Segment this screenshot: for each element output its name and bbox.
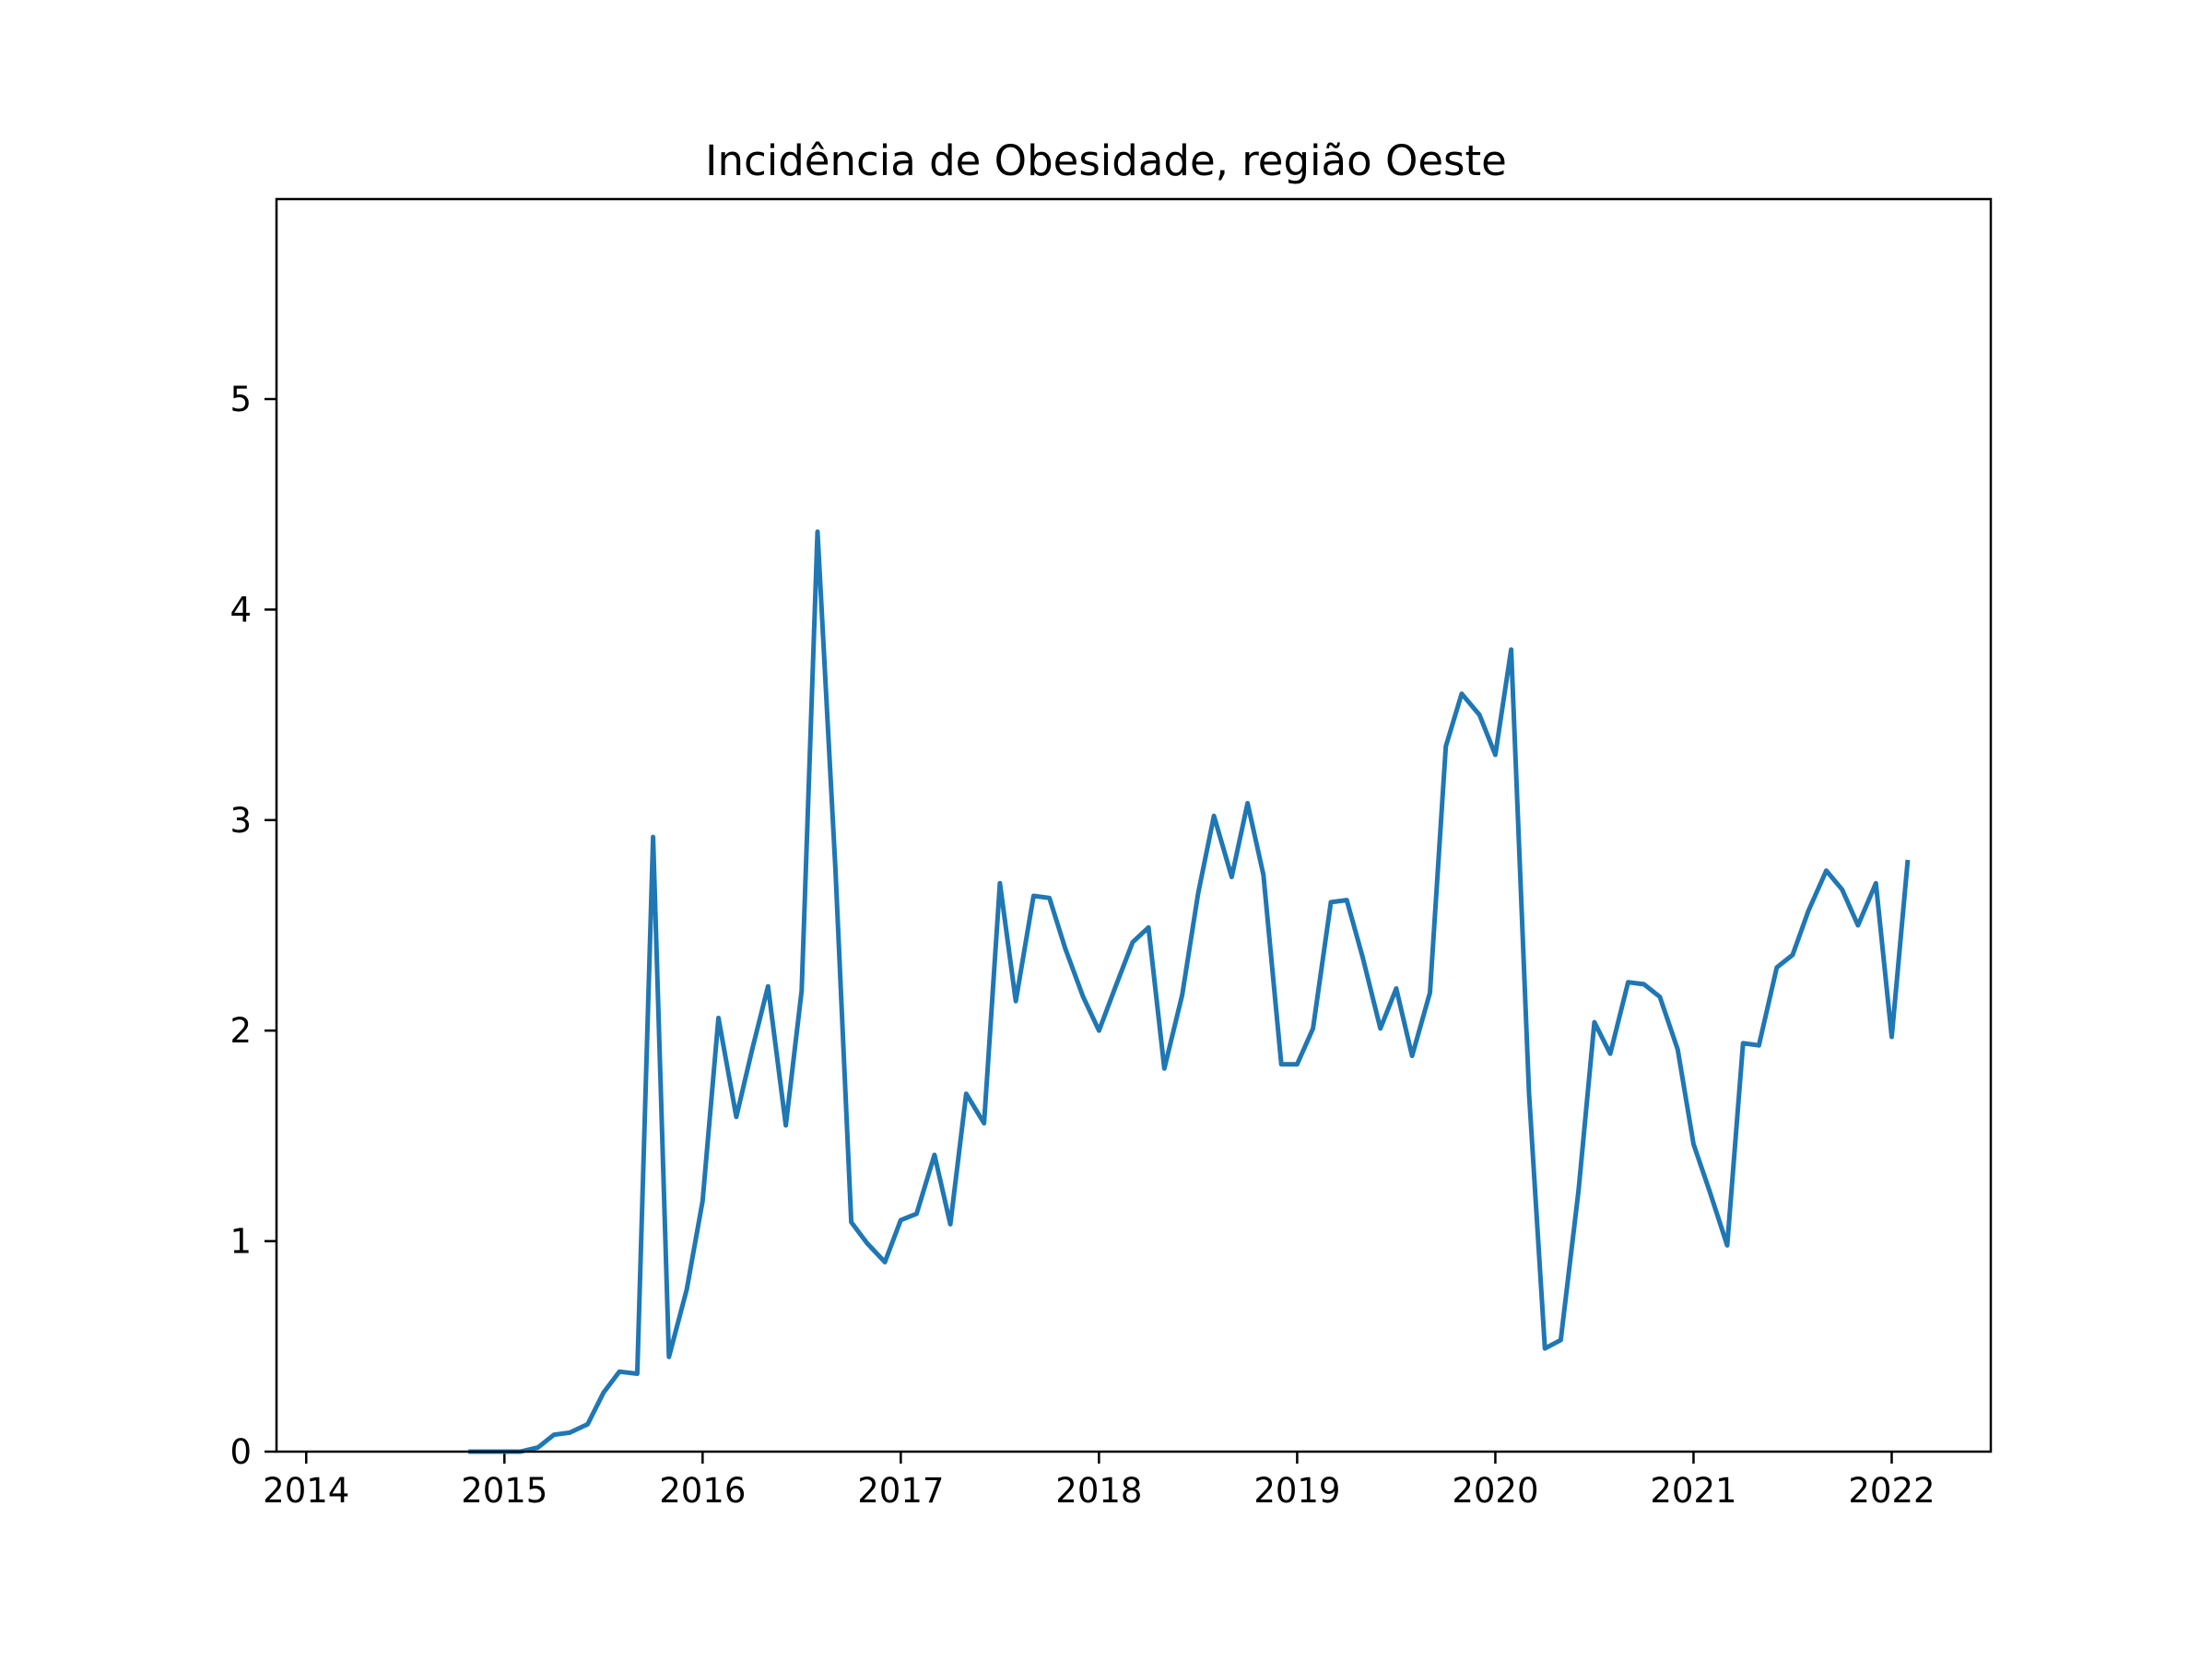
- chart-title: Incidência de Obesidade, região Oeste: [705, 136, 1507, 185]
- y-axis: 0 1 2 3 4 5: [229, 380, 276, 1472]
- x-tick-label: 2018: [1055, 1471, 1142, 1511]
- x-tick-label: 2021: [1650, 1471, 1736, 1511]
- y-tick-label: 0: [229, 1432, 252, 1472]
- y-tick-label: 2: [229, 1011, 252, 1051]
- y-tick-label: 3: [229, 801, 252, 841]
- x-tick-label: 2015: [461, 1471, 547, 1511]
- y-tick-label: 5: [229, 380, 252, 419]
- x-tick-label: 2017: [857, 1471, 944, 1511]
- x-tick-label: 2020: [1452, 1471, 1538, 1511]
- x-tick-label: 2014: [263, 1471, 349, 1511]
- series-line: [468, 529, 1911, 1454]
- y-tick-label: 4: [229, 590, 252, 629]
- series-layer: [468, 529, 1911, 1454]
- x-tick-label: 2022: [1848, 1471, 1935, 1511]
- x-axis: 2014 2015 2016 2017 2018 2019 2020 2021 2022: [263, 1452, 1936, 1511]
- y-tick-label: 1: [229, 1222, 252, 1262]
- plot-area-frame: [275, 197, 1993, 1453]
- x-tick-label: 2019: [1253, 1471, 1340, 1511]
- x-tick-label: 2016: [659, 1471, 746, 1511]
